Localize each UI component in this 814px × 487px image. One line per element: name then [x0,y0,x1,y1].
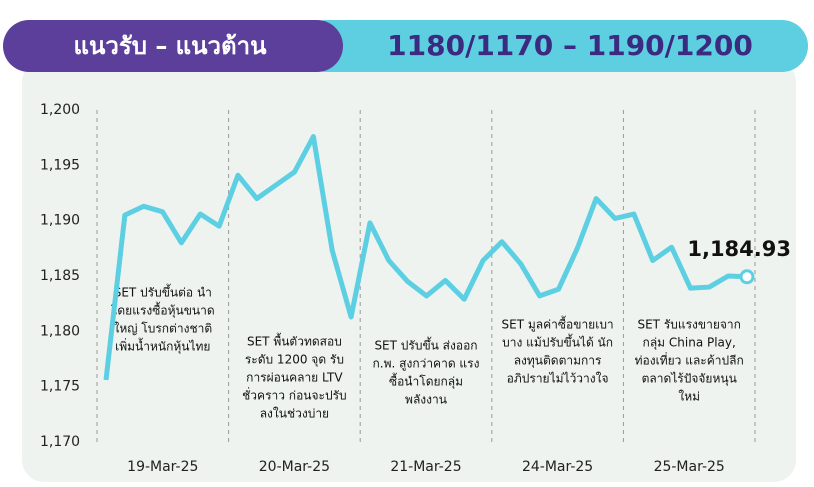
annotation: พลังงาน [405,393,447,407]
annotation: ซื้อนำโดยกลุ่ม [389,373,463,390]
y-tick-label: 1,180 [40,323,80,339]
annotation: เพิ่มน้ำหนักหุ้นไทย [115,338,210,355]
annotation: SET พื้นตัวทดสอบ [247,333,342,349]
y-tick-label: 1,200 [40,102,80,118]
annotation: ระดับ 1200 จุด รับ [245,353,344,368]
x-tick-label: 21-Mar-25 [390,459,461,475]
annotation: ชั่วคราว ก่อนจะปรับ [242,387,346,403]
header-left-bg [3,20,343,72]
y-tick-label: 1,190 [40,213,80,229]
annotation: ตลาดไร้ปัจจัยหนุน [642,372,737,387]
header-left: แนวรับ – แนวต้าน [73,32,267,60]
annotation: กลุ่ม China Play, [643,336,736,351]
annotation: ลงในช่วงบ่าย [260,407,329,421]
annotation: SET มูลค่าซื้อขายเบา [502,316,614,333]
x-tick-label: 24-Mar-25 [522,459,593,475]
y-tick-label: 1,175 [40,379,80,395]
header-right: 1180/1170 – 1190/1200 [387,29,753,62]
annotation: บาง แม้ปรับขึ้นได้ นัก [502,334,613,350]
annotation: ท่องเที่ยว และค้าปลีก [635,352,744,368]
value-label: 1,184.93 [687,237,791,261]
annotation: การผ่อนคลาย LTV [246,371,343,385]
x-tick-label: 19-Mar-25 [127,459,198,475]
annotation: ใหญ่ โบรกต่างชาติ [113,322,212,336]
y-tick-label: 1,185 [40,268,80,284]
annotation: SET รับแรงขายจาก [637,318,740,332]
y-tick-label: 1,195 [40,157,80,173]
panel [22,60,796,482]
x-tick-label: 25-Mar-25 [654,459,725,475]
annotation: อภิปรายไม่ไว้วางใจ [507,372,609,386]
annotation: SET ปรับขึ้นต่อ นำ [114,284,212,300]
annotation: ก.พ. สูงกว่าคาด แรง [373,357,480,372]
y-tick-label: 1,170 [40,434,80,450]
line [103,134,748,381]
header-right-bg [300,20,808,72]
annotation: ใหม่ [678,390,700,404]
annotation: โดยแรงซื้อหุ้นขนาด [111,302,215,319]
annotation: ลงทุนติดตามการ [514,354,602,369]
x-tick-label: 20-Mar-25 [259,459,330,475]
annotation: SET ปรับขึ้น ส่งออก [374,337,477,353]
point [739,269,755,285]
